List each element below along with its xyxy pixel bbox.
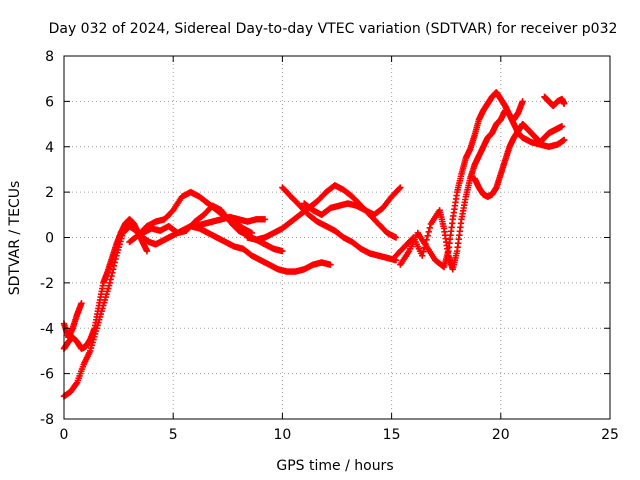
series-trace-5 <box>139 202 286 255</box>
data-point <box>108 272 115 280</box>
data-point <box>392 234 400 241</box>
y-tick-label: -8 <box>40 412 54 428</box>
y-tick-label: 2 <box>45 185 54 201</box>
series-trace-6 <box>191 213 269 230</box>
data-point <box>424 232 431 239</box>
chart-title: Day 032 of 2024, Sidereal Day-to-day VTE… <box>49 21 618 37</box>
x-tick-label: 15 <box>383 427 401 443</box>
data-point <box>73 380 80 388</box>
series-trace-13 <box>541 93 568 110</box>
data-point <box>560 100 568 107</box>
axis-layer: 0 5 10 15 20 25 -8 -6 -4 -2 0 2 4 6 8 <box>40 49 619 443</box>
x-tick-label: 0 <box>60 427 69 443</box>
series-trace-3 <box>60 300 85 341</box>
y-tick-label: 4 <box>45 140 54 156</box>
plot-frame <box>63 55 611 420</box>
data-point <box>396 185 403 192</box>
series-trace-2 <box>60 216 151 352</box>
series-trace-8 <box>279 184 400 264</box>
series-trace-12 <box>471 120 566 200</box>
data-point <box>107 276 114 283</box>
series-trace-11 <box>397 89 526 271</box>
y-tick-label: 0 <box>45 231 54 247</box>
data-point <box>106 279 114 287</box>
data-point <box>418 252 426 259</box>
y-tick-label: -4 <box>40 321 54 337</box>
data-point <box>78 300 85 307</box>
x-tick-label: 10 <box>273 427 291 443</box>
y-tick-label: 8 <box>45 49 54 65</box>
data-layer <box>60 89 568 400</box>
x-tick-label: 25 <box>601 427 619 443</box>
x-tick-label: 20 <box>492 427 510 443</box>
y-tick-label: 6 <box>45 94 54 110</box>
series-trace-9 <box>301 184 404 219</box>
data-point <box>420 248 427 255</box>
y-axis-title: SDTVAR / TECUs <box>7 181 23 296</box>
data-point <box>143 247 151 255</box>
data-point <box>261 216 269 223</box>
data-point <box>558 123 566 130</box>
data-point <box>425 228 432 236</box>
y-tick-label: -2 <box>40 276 54 292</box>
data-point <box>519 98 526 105</box>
x-axis-title: GPS time / hours <box>276 458 393 474</box>
x-tick-label: 5 <box>169 427 178 443</box>
data-point <box>426 224 434 232</box>
data-point <box>560 136 568 144</box>
y-tick-label: -6 <box>40 367 54 383</box>
data-point <box>279 247 286 255</box>
series-trace-1 <box>60 222 334 400</box>
data-point <box>327 261 334 268</box>
data-point <box>397 184 404 191</box>
